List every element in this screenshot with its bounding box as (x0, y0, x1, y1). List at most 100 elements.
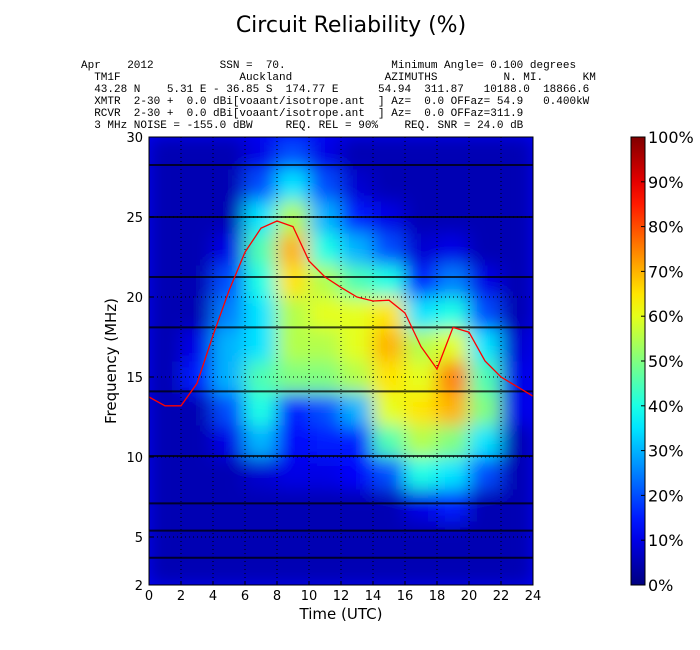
colorbar-tick-label: 80% (648, 218, 684, 237)
colorbar-tick-label: 50% (648, 352, 684, 371)
heat-cell (372, 488, 406, 522)
heat-cell (436, 488, 470, 522)
header-line: XMTR 2-30 + 0.0 dBi[voaant/isotrope.ant … (81, 96, 590, 108)
header-line: Apr 2012 SSN = 70. Minimum Angle= 0.100 … (81, 60, 576, 72)
heat-cell (372, 392, 406, 426)
heat-cell (404, 328, 438, 362)
heat-cell (340, 488, 374, 522)
heat-cell (308, 168, 342, 202)
heat-cell (180, 424, 214, 458)
heatmap (149, 137, 533, 585)
heat-cell (468, 424, 502, 458)
heat-cell (244, 296, 278, 330)
heat-cell (404, 232, 438, 266)
header-line: 3 MHz NOISE = -155.0 dBW REQ. REL = 90% … (81, 120, 524, 132)
heat-cell (468, 392, 502, 426)
heat-cell (372, 296, 406, 330)
x-tick-label: 16 (397, 589, 414, 604)
colorbar-tick-label: 100% (648, 128, 694, 147)
heat-cell (340, 328, 374, 362)
chart-title: Circuit Reliability (%) (236, 13, 466, 38)
heat-cell (212, 392, 246, 426)
heat-cell (149, 232, 182, 266)
heat-cell (149, 296, 182, 330)
heat-cell (436, 424, 470, 458)
heat-cell (372, 264, 406, 298)
heat-cell (276, 296, 310, 330)
header-line: 43.28 N 5.31 E - 36.85 S 174.77 E 54.94 … (81, 84, 589, 96)
heat-cell (500, 328, 533, 362)
x-tick-label: 14 (365, 589, 382, 604)
heat-cell (244, 392, 278, 426)
heat-cell (308, 456, 342, 490)
heat-cell (180, 488, 214, 522)
heat-cell (468, 264, 502, 298)
heat-cell (149, 392, 182, 426)
heat-cell (276, 232, 310, 266)
heat-cell (404, 264, 438, 298)
heat-cell (276, 264, 310, 298)
header-line: TM1F Auckland AZIMUTHS N. MI. KM (81, 72, 596, 84)
heat-cell (468, 488, 502, 522)
heat-cell (276, 392, 310, 426)
heat-cell (436, 456, 470, 490)
heat-cell (149, 168, 182, 202)
heat-cell (149, 424, 182, 458)
heat-cell (404, 392, 438, 426)
heat-cell (404, 488, 438, 522)
heat-cell (500, 296, 533, 330)
heat-cell (180, 328, 214, 362)
heat-cell (308, 296, 342, 330)
x-tick-label: 22 (493, 589, 510, 604)
header-line: RCVR 2-30 + 0.0 dBi[voaant/isotrope.ant … (81, 108, 523, 120)
heat-cell (372, 168, 406, 202)
colorbar-tick-label: 70% (648, 262, 684, 281)
heat-cell (244, 424, 278, 458)
heat-cell (244, 488, 278, 522)
heat-cell (340, 264, 374, 298)
heat-cell (500, 488, 533, 522)
heat-cell (500, 424, 533, 458)
heat-cell (276, 488, 310, 522)
heat-cell (212, 232, 246, 266)
heat-cell (149, 264, 182, 298)
heat-cell (372, 328, 406, 362)
heat-cell (468, 168, 502, 202)
heat-cell (212, 328, 246, 362)
heat-cell (180, 296, 214, 330)
x-tick-label: 2 (177, 589, 185, 604)
y-tick-label: 5 (135, 531, 143, 546)
x-tick-label: 6 (241, 589, 249, 604)
colorbar-tick-label: 90% (648, 173, 684, 192)
heat-cell (276, 168, 310, 202)
y-tick-label: 25 (126, 211, 143, 226)
heat-cell (244, 232, 278, 266)
heat-cell (340, 424, 374, 458)
colorbar-tick-label: 40% (648, 397, 684, 416)
heat-cell (308, 232, 342, 266)
colorbar-tick-label: 0% (648, 576, 673, 595)
heatmap-area (149, 137, 533, 585)
heat-cell (308, 264, 342, 298)
x-tick-label: 20 (461, 589, 478, 604)
heat-cell (500, 168, 533, 202)
heat-cell (404, 424, 438, 458)
heat-cell (468, 456, 502, 490)
heat-cell (180, 456, 214, 490)
heat-cell (276, 328, 310, 362)
heat-cell (404, 456, 438, 490)
heat-cell (308, 328, 342, 362)
heat-cell (180, 168, 214, 202)
y-tick-label: 30 (126, 131, 143, 146)
heat-cell (149, 456, 182, 490)
y-axis-label: Frequency (MHz) (102, 298, 120, 424)
x-tick-label: 24 (525, 589, 542, 604)
heat-cell (468, 296, 502, 330)
colorbar-tick-label: 10% (648, 531, 684, 550)
heat-cell (244, 456, 278, 490)
colorbar-tick-label: 30% (648, 442, 684, 461)
y-tick-label: 15 (126, 371, 143, 386)
heat-cell (308, 424, 342, 458)
y-tick-label: 10 (126, 451, 143, 466)
heat-cell (308, 488, 342, 522)
